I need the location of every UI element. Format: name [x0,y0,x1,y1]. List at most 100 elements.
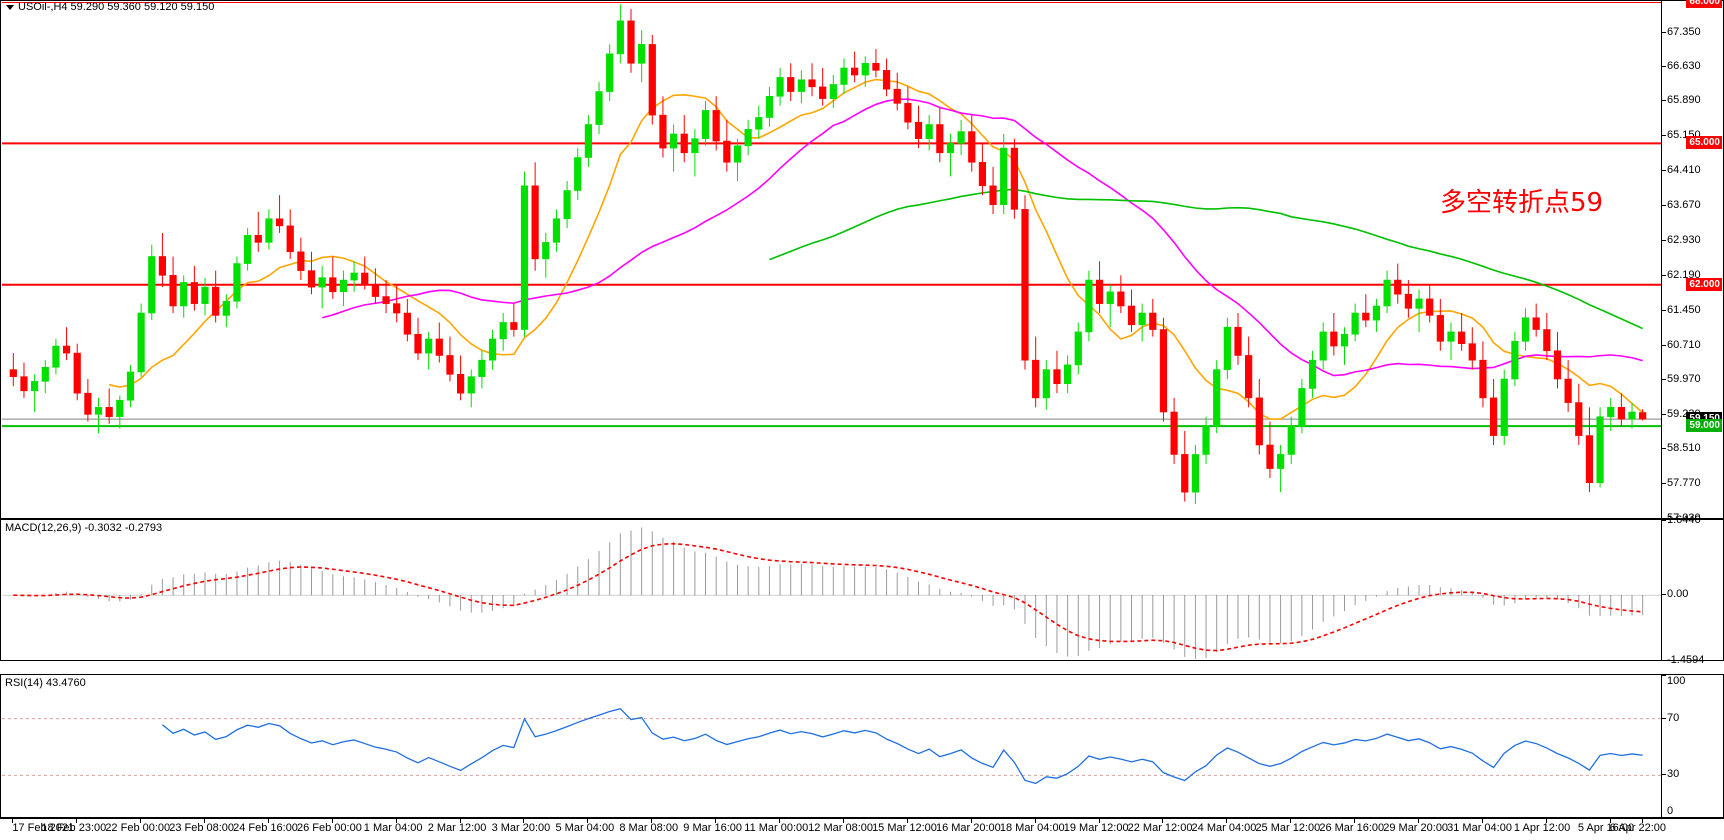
time-tick-label: 29 Mar 20:00 [1383,822,1449,834]
price-tick-label: 57.030 [1667,512,1701,524]
macd-tick-label: 0.00 [1667,588,1689,601]
time-tickmark [395,819,397,823]
symbol-header: USOil-,H4 59.290 59.360 59.120 59.150 [18,1,215,13]
time-tick-label: 11 Mar 00:00 [744,822,809,834]
time-tick-label: 24 Mar 04:00 [1191,822,1257,834]
time-tick-label: 1 Apr 12:00 [1513,822,1571,834]
price-tickmark [1662,31,1666,33]
time-tickmark [523,819,525,823]
time-tickmark [1641,819,1643,823]
time-tickmark [12,819,14,823]
price-tick-label: 58.510 [1667,442,1701,455]
rsi-tickmark [1662,817,1666,818]
price-axis[interactable]: 67.350 66.630 65.890 65.150 64.410 63.670 62.9… [1661,1,1723,524]
price-tickmark [1662,205,1666,207]
time-tickmark [906,819,908,823]
price-tick-label: 63.670 [1667,199,1701,212]
time-tick-label: 24 Feb 16:00 [233,822,298,834]
price-level-tag[interactable]: 59.000 [1686,419,1722,433]
price-tickmark [1662,379,1666,381]
rsi-header: RSI(14) 43.4760 [5,677,86,689]
time-tickmark [1162,819,1164,823]
rsi-tick-label: 70 [1667,711,1680,724]
price-tickmark [1662,239,1666,241]
time-tick-label: 3 Mar 20:00 [491,822,551,834]
time-tickmark [1098,819,1100,823]
time-tickmark [267,819,269,823]
price-tick-label: 66.630 [1667,59,1701,72]
time-tickmark [970,819,972,823]
triangle-down-icon[interactable] [6,5,14,10]
price-tickmark [1662,100,1666,102]
time-tick-label: 22 Feb 00:00 [105,822,171,834]
price-plot-area[interactable] [2,2,1661,517]
time-tickmark [1034,819,1036,823]
price-chart-panel[interactable]: 67.350 66.630 65.890 65.150 64.410 63.670 62.9… [0,0,1724,524]
rsi-tick-label: 0 [1667,805,1674,817]
chart-titlebar: USOil-,H4 59.290 59.360 59.120 59.150 [0,0,1724,14]
macd-tick-label: 1.6446 [1667,514,1701,526]
rsi-axis[interactable]: 100 70 30 0 [1661,675,1723,818]
time-tickmark [204,819,205,823]
time-tick-label: 31 Mar 04:00 [1447,822,1512,834]
macd-plot-area[interactable] [2,521,1661,659]
price-level-tag[interactable]: 65.000 [1686,136,1722,150]
price-tickmark [1662,483,1666,485]
time-tick-label: 19 Mar 12:00 [1063,822,1129,834]
price-tickmark [1662,448,1666,450]
macd-tick-label: -1.4594 [1667,654,1705,666]
price-tick-label: 61.450 [1667,303,1701,316]
price-tick-label: 64.410 [1667,164,1701,177]
rsi-plot-area[interactable] [2,676,1661,816]
price-tickmark [1662,344,1666,346]
price-tick-label: 59.970 [1667,373,1701,386]
rsi-panel[interactable]: 100 70 30 0 [0,674,1724,818]
time-tick-label: 23 Feb 08:00 [169,822,235,834]
time-tick-label: 2 Mar 12:00 [427,822,487,834]
rsi-tick-label: 100 [1667,675,1686,687]
time-tick-label: 26 Mar 16:00 [1319,822,1385,834]
price-tickmark [1662,274,1666,276]
time-tick-label: 22 Mar 12:00 [1127,822,1193,834]
price-tick-label: 57.770 [1667,477,1701,490]
price-tick-label: 59.230 [1667,408,1701,421]
time-tickmark [1609,819,1611,823]
time-tick-label: 12 Mar 08:00 [808,822,873,834]
time-tick-label: 9 Mar 16:00 [683,822,742,834]
time-tick-label: 26 Feb 00:00 [297,822,362,834]
price-tick-label: 67.350 [1667,25,1701,38]
macd-header: MACD(12,26,9) -0.3032 -0.2793 [5,522,163,534]
time-tickmark [1354,819,1356,823]
time-tickmark [459,819,461,823]
chart-annotation: 多空转折点59 [1440,188,1604,218]
time-axis[interactable]: 17 Feb 2021 18 Feb 23:00 22 Feb 00:00 23 Fe… [0,818,1724,840]
price-tickmark [1662,309,1666,311]
time-tickmark [715,819,717,823]
macd-axis[interactable]: 1.6446 0.00 -1.4594 [1661,515,1723,666]
price-tickmark [1662,135,1666,137]
time-tickmark [1481,819,1483,823]
price-level-tag[interactable]: 62.000 [1686,277,1722,291]
time-tickmark [140,819,142,823]
time-tickmark [779,819,781,823]
price-tick-label: 65.150 [1667,129,1701,142]
time-tickmark [842,819,844,823]
rsi-series [2,707,1661,785]
macd-tickmark [1662,660,1666,661]
rsi-tickmark [1662,675,1666,676]
time-tick-label: 18 Feb 23:00 [41,822,107,834]
price-tickmark [1662,170,1666,172]
price-tickmark [1662,65,1666,67]
time-tick-label: 17 Feb 2021 [12,822,75,834]
macd-panel[interactable]: 1.6446 0.00 -1.4594 [0,515,1724,666]
price-tickmark [1662,414,1666,416]
price-tick-label: 62.930 [1667,233,1701,246]
price-level-tag[interactable]: 68.000 [1686,0,1722,8]
price-tick-label: 65.890 [1667,94,1701,107]
time-tickmark [1418,819,1420,823]
macd-tickmark [1662,520,1666,521]
rsi-tickmark [1662,717,1666,719]
time-tick-label: 5 Mar 04:00 [555,822,615,834]
price-tickmark [1662,518,1666,519]
